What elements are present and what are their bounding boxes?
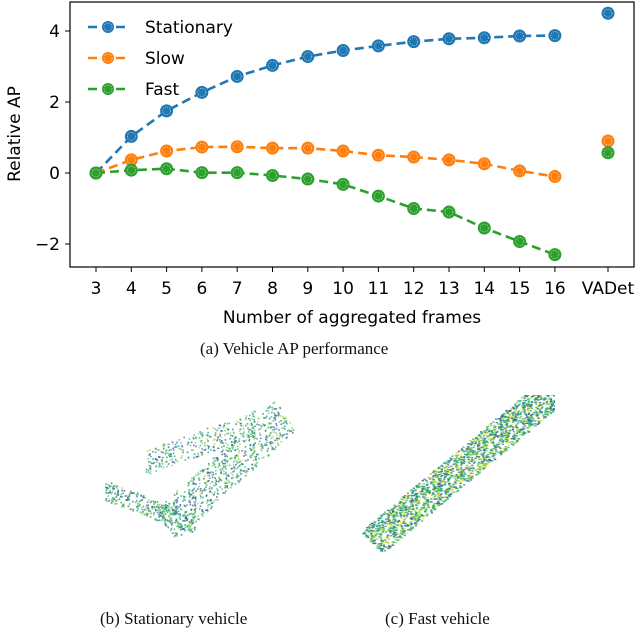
x-tick-label: 7 <box>232 279 243 299</box>
x-axis: 3 4 5 6 7 8 9 10 11 12 13 14 15 16 VADet <box>91 267 635 299</box>
x-tick-label: 15 <box>509 279 531 299</box>
x-tick-label: VADet <box>582 279 635 299</box>
x-tick-label: 12 <box>403 279 425 299</box>
caption-c: (c) Fast vehicle <box>385 609 490 628</box>
plot-frame <box>69 1 635 268</box>
stationary-vehicle-pointcloud <box>105 401 295 538</box>
series-fast <box>89 146 615 262</box>
x-tick-label: 6 <box>196 279 207 299</box>
x-tick-label: 11 <box>368 279 390 299</box>
series-group <box>89 6 615 262</box>
series-slow <box>89 134 615 184</box>
x-tick-label: 3 <box>91 279 102 299</box>
y-tick-label: 2 <box>49 93 60 113</box>
caption-b: (b) Stationary vehicle <box>100 609 248 628</box>
x-tick-label: 10 <box>332 279 354 299</box>
legend-label: Fast <box>145 80 179 100</box>
x-tick-label: 5 <box>161 279 172 299</box>
legend: Stationary Slow Fast <box>88 18 233 100</box>
y-tick-label: −2 <box>35 235 60 255</box>
x-tick-label: 16 <box>544 279 566 299</box>
fast-vehicle-pointcloud <box>362 395 555 552</box>
relative-ap-chart: −2 0 2 4 3 4 5 6 7 8 9 10 11 12 13 14 15 16 VADet Station… <box>5 1 635 328</box>
caption-a: (a) Vehicle AP performance <box>200 339 389 358</box>
x-axis-label: Number of aggregated frames <box>223 308 481 328</box>
x-tick-label: 8 <box>267 279 278 299</box>
y-tick-label: 4 <box>49 22 60 42</box>
y-tick-label: 0 <box>49 164 60 184</box>
x-tick-label: 13 <box>438 279 460 299</box>
y-axis-label: Relative AP <box>5 86 25 182</box>
x-tick-label: 4 <box>126 279 137 299</box>
legend-label: Slow <box>145 49 185 69</box>
legend-label: Stationary <box>145 18 233 38</box>
x-tick-label: 14 <box>473 279 495 299</box>
x-tick-label: 9 <box>302 279 313 299</box>
y-axis: −2 0 2 4 <box>35 22 70 255</box>
